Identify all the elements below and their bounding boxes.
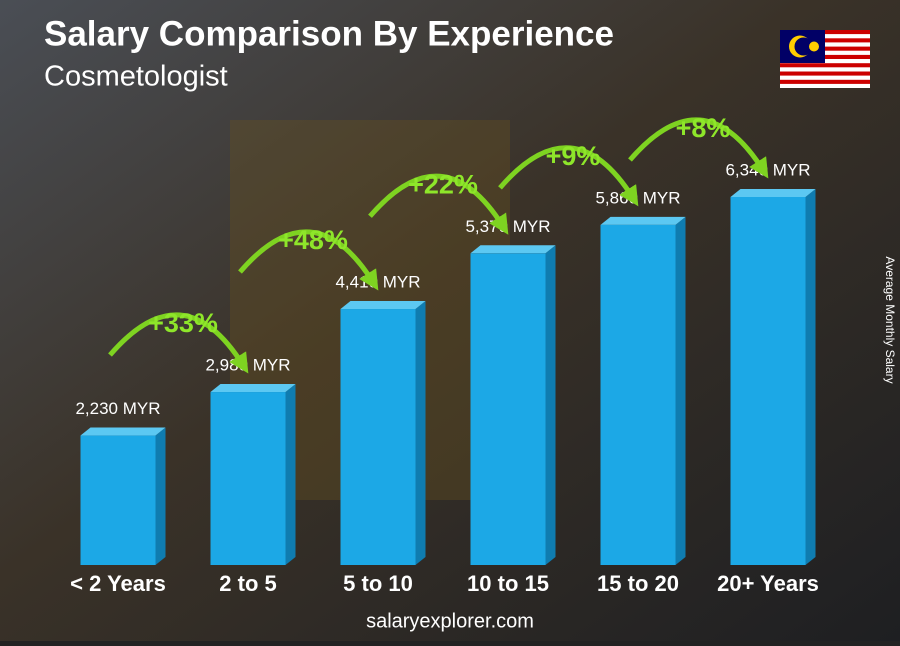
bar — [600, 224, 676, 565]
bar-top — [730, 189, 816, 197]
bar-side — [285, 384, 296, 565]
footer: salaryexplorer.com — [366, 610, 534, 632]
growth-arrow — [368, 173, 509, 235]
x-tick-label: 15 to 20 — [597, 571, 679, 596]
bar-top — [470, 245, 556, 254]
value-label: 2,980 MYR — [205, 356, 290, 375]
bar — [730, 197, 806, 565]
bar-top — [80, 427, 166, 436]
growth-label: +9% — [546, 141, 601, 171]
x-tick-label: 2 to 5 — [219, 571, 276, 596]
growth-label: +8% — [676, 113, 731, 143]
bar-side — [415, 301, 426, 565]
value-label: 5,860 MYR — [595, 188, 680, 207]
y-axis-label: Average Monthly Salary — [883, 256, 897, 383]
growth-label: +48% — [278, 225, 348, 255]
chart-title: Salary Comparison By Experience — [44, 14, 614, 53]
chart-subtitle: Cosmetologist — [44, 61, 228, 93]
bar-side — [545, 245, 556, 565]
value-label: 5,370 MYR — [465, 217, 550, 236]
growth-label: +22% — [408, 169, 478, 199]
bar-side — [675, 216, 686, 565]
bar-top — [340, 301, 426, 310]
bar-side — [805, 189, 816, 565]
bar — [80, 435, 156, 565]
x-tick-label: 5 to 10 — [343, 571, 413, 596]
bar — [210, 392, 286, 565]
bar — [340, 309, 416, 565]
value-label: 2,230 MYR — [75, 399, 160, 418]
bar-side — [155, 427, 166, 565]
growth-arrow — [498, 145, 639, 207]
flag — [780, 30, 870, 88]
growth-arrow — [238, 229, 379, 291]
growth-label: +33% — [148, 308, 218, 338]
x-tick-label: 20+ Years — [717, 571, 819, 596]
bar-top — [600, 216, 686, 225]
bar-top — [210, 384, 296, 393]
x-tick-label: 10 to 15 — [467, 571, 549, 596]
value-label: 4,410 MYR — [335, 273, 420, 292]
bar — [470, 253, 546, 565]
x-tick-label: < 2 Years — [70, 571, 166, 596]
growth-arrow — [108, 312, 249, 374]
growth-arrow — [628, 117, 769, 179]
value-label: 6,340 MYR — [725, 160, 810, 179]
